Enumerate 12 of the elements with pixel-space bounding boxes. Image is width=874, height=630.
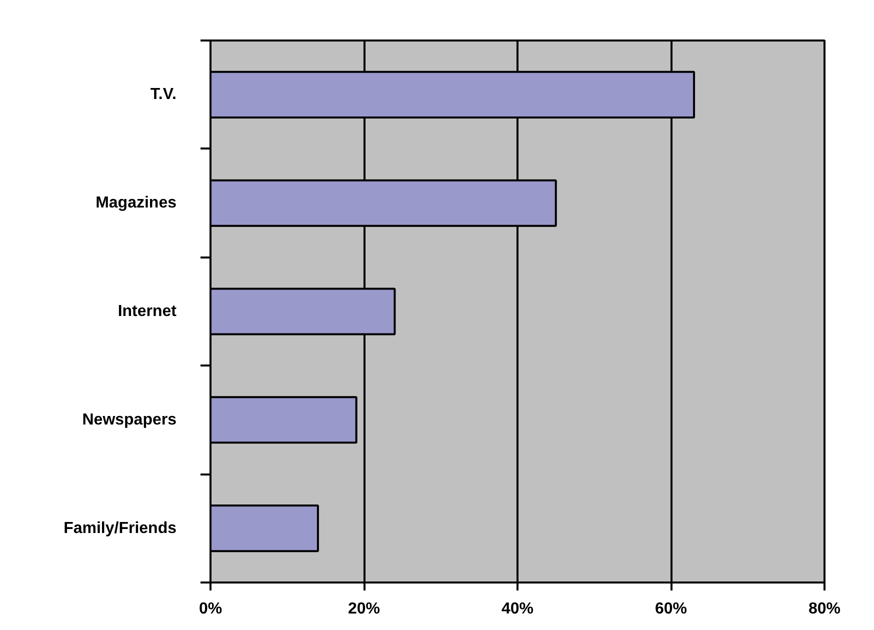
y-tick-label: T.V. bbox=[150, 86, 176, 104]
x-tick-label: 60% bbox=[654, 600, 688, 618]
y-tick-label: Magazines bbox=[96, 194, 177, 212]
y-tick-label: Internet bbox=[118, 303, 178, 320]
x-tick-label: 20% bbox=[348, 600, 380, 618]
x-tick-label: 0% bbox=[198, 600, 222, 618]
x-tick-label: 40% bbox=[501, 600, 534, 618]
bar bbox=[210, 504, 319, 552]
x-tick-label: 80% bbox=[808, 600, 841, 618]
y-tick-label: Family/Friends bbox=[64, 520, 177, 537]
y-tick-label: Newspapers bbox=[82, 411, 177, 428]
bar bbox=[210, 396, 358, 444]
